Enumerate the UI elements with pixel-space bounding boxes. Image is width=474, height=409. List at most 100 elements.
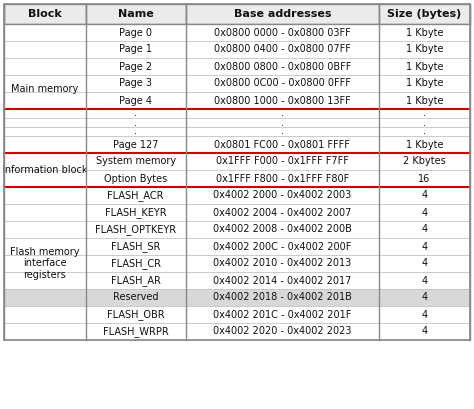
Bar bbox=[186, 323, 379, 340]
Text: 0x4002 200C - 0x4002 200F: 0x4002 200C - 0x4002 200F bbox=[213, 241, 352, 252]
Text: Block: Block bbox=[28, 9, 62, 19]
Bar bbox=[379, 170, 470, 187]
Bar bbox=[4, 255, 85, 272]
Text: Page 1: Page 1 bbox=[119, 45, 152, 54]
Text: 0x0800 1000 - 0x0800 13FF: 0x0800 1000 - 0x0800 13FF bbox=[214, 95, 351, 106]
Bar bbox=[379, 24, 470, 41]
Text: System memory: System memory bbox=[96, 157, 176, 166]
Text: Page 0: Page 0 bbox=[119, 27, 152, 38]
Bar bbox=[85, 204, 186, 221]
Text: 0x1FFF F000 - 0x1FFF F7FF: 0x1FFF F000 - 0x1FFF F7FF bbox=[216, 157, 349, 166]
Text: 0x4002 2010 - 0x4002 2013: 0x4002 2010 - 0x4002 2013 bbox=[213, 258, 352, 268]
Bar bbox=[4, 24, 85, 41]
Bar bbox=[379, 92, 470, 109]
Text: Reserved: Reserved bbox=[113, 292, 158, 303]
Text: 0x4002 2008 - 0x4002 200B: 0x4002 2008 - 0x4002 200B bbox=[213, 225, 352, 234]
Bar bbox=[379, 118, 470, 127]
Bar bbox=[85, 75, 186, 92]
Bar bbox=[4, 118, 85, 127]
Text: 2 Kbytes: 2 Kbytes bbox=[403, 157, 446, 166]
Bar bbox=[85, 24, 186, 41]
Text: 1 Kbyte: 1 Kbyte bbox=[406, 139, 443, 150]
Bar bbox=[4, 221, 85, 238]
Bar bbox=[379, 75, 470, 92]
Text: FLASH_OBR: FLASH_OBR bbox=[107, 309, 164, 320]
Bar bbox=[4, 58, 85, 75]
Text: 0x0801 FC00 - 0x0801 FFFF: 0x0801 FC00 - 0x0801 FFFF bbox=[215, 139, 350, 150]
Text: 4: 4 bbox=[421, 310, 428, 319]
Bar bbox=[379, 272, 470, 289]
Bar bbox=[85, 118, 186, 127]
Bar bbox=[4, 204, 85, 221]
Text: 1 Kbyte: 1 Kbyte bbox=[406, 95, 443, 106]
Bar bbox=[379, 204, 470, 221]
Bar bbox=[379, 109, 470, 118]
Text: FLASH_CR: FLASH_CR bbox=[110, 258, 161, 269]
Bar bbox=[85, 170, 186, 187]
Bar bbox=[85, 136, 186, 153]
Bar bbox=[4, 306, 85, 323]
Bar bbox=[186, 204, 379, 221]
Bar bbox=[186, 289, 379, 306]
Bar bbox=[85, 255, 186, 272]
Text: 1 Kbyte: 1 Kbyte bbox=[406, 27, 443, 38]
Text: 0x1FFF F800 - 0x1FFF F80F: 0x1FFF F800 - 0x1FFF F80F bbox=[216, 173, 349, 184]
Bar bbox=[186, 4, 379, 24]
Bar bbox=[85, 41, 186, 58]
Bar bbox=[186, 75, 379, 92]
Bar bbox=[379, 289, 470, 306]
Bar bbox=[379, 221, 470, 238]
Text: 0x0800 0C00 - 0x0800 0FFF: 0x0800 0C00 - 0x0800 0FFF bbox=[214, 79, 351, 88]
Bar bbox=[186, 272, 379, 289]
Bar bbox=[379, 127, 470, 136]
Bar bbox=[85, 109, 186, 118]
Bar bbox=[186, 153, 379, 170]
Text: 4: 4 bbox=[421, 207, 428, 218]
Bar bbox=[4, 187, 85, 204]
Text: 4: 4 bbox=[421, 276, 428, 285]
Text: 4: 4 bbox=[421, 292, 428, 303]
Text: FLASH_AR: FLASH_AR bbox=[111, 275, 161, 286]
Bar bbox=[186, 306, 379, 323]
Text: 4: 4 bbox=[421, 225, 428, 234]
Bar bbox=[4, 41, 85, 58]
Bar bbox=[186, 221, 379, 238]
Text: 0x0800 0800 - 0x0800 0BFF: 0x0800 0800 - 0x0800 0BFF bbox=[214, 61, 351, 72]
Bar bbox=[186, 170, 379, 187]
Text: Flash memory
interface
registers: Flash memory interface registers bbox=[10, 247, 80, 280]
Text: 0x4002 2014 - 0x4002 2017: 0x4002 2014 - 0x4002 2017 bbox=[213, 276, 352, 285]
Text: Page 3: Page 3 bbox=[119, 79, 152, 88]
Bar bbox=[4, 136, 85, 153]
Text: 1 Kbyte: 1 Kbyte bbox=[406, 45, 443, 54]
Text: .: . bbox=[281, 108, 284, 119]
Bar bbox=[379, 153, 470, 170]
Text: FLASH_OPTKEYR: FLASH_OPTKEYR bbox=[95, 224, 176, 235]
Text: 4: 4 bbox=[421, 326, 428, 337]
Bar bbox=[4, 109, 85, 118]
Bar bbox=[4, 289, 85, 306]
Bar bbox=[4, 75, 85, 92]
Text: .: . bbox=[423, 126, 426, 137]
Bar bbox=[186, 92, 379, 109]
Bar bbox=[186, 187, 379, 204]
Bar bbox=[379, 4, 470, 24]
Bar bbox=[186, 58, 379, 75]
Bar bbox=[4, 127, 85, 136]
Text: 4: 4 bbox=[421, 191, 428, 200]
Bar bbox=[85, 4, 186, 24]
Text: .: . bbox=[423, 108, 426, 119]
Text: FLASH_KEYR: FLASH_KEYR bbox=[105, 207, 166, 218]
Text: Size (bytes): Size (bytes) bbox=[387, 9, 462, 19]
Bar bbox=[379, 255, 470, 272]
Bar bbox=[4, 323, 85, 340]
Bar bbox=[186, 127, 379, 136]
Text: 0x4002 201C - 0x4002 201F: 0x4002 201C - 0x4002 201F bbox=[213, 310, 352, 319]
Text: Main memory: Main memory bbox=[11, 83, 78, 94]
Text: Base addresses: Base addresses bbox=[234, 9, 331, 19]
Text: .: . bbox=[134, 108, 137, 119]
Bar bbox=[85, 92, 186, 109]
Bar bbox=[85, 127, 186, 136]
Bar bbox=[4, 92, 85, 109]
Bar bbox=[186, 255, 379, 272]
Bar bbox=[85, 187, 186, 204]
